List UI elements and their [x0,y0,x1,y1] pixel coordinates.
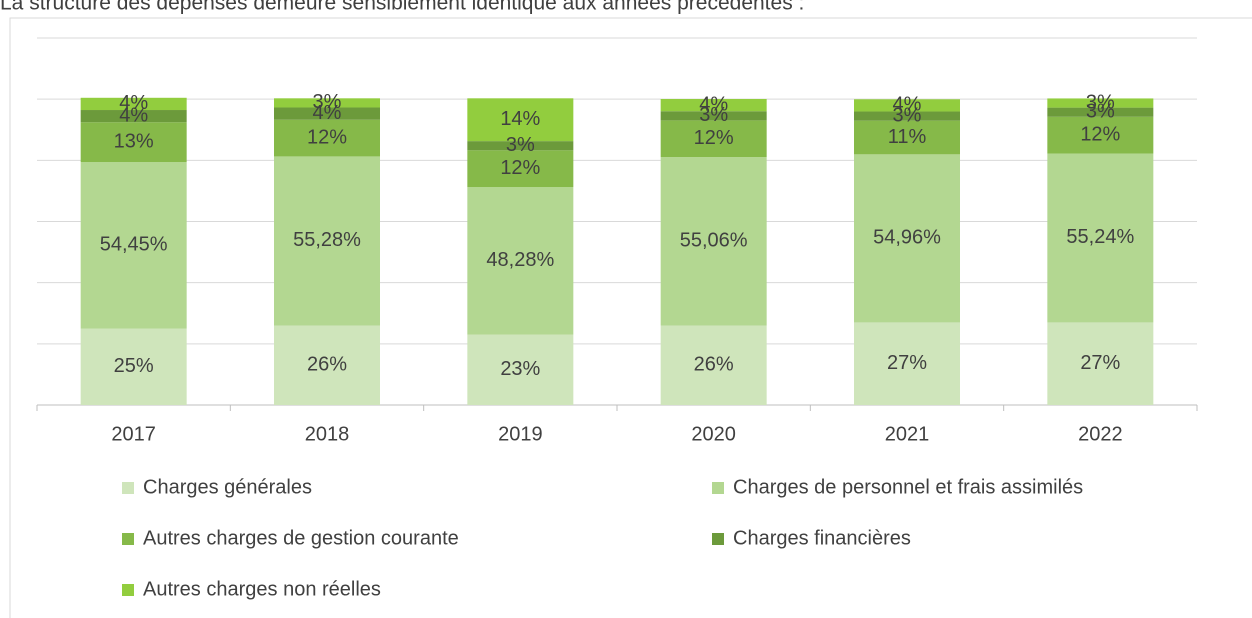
x-tick-label: 2021 [885,423,930,445]
bar-segment [80,110,187,123]
bar-segment [854,154,960,323]
bar-segment [467,98,574,142]
bar-segment [1047,107,1154,117]
bar-segment [274,98,380,108]
data-label: 54,96% [873,227,941,249]
legend-swatch [122,533,134,545]
x-tick-label: 2020 [691,423,736,445]
bar-segment [660,325,767,405]
bar-segment [80,97,187,111]
data-label: 27% [1080,352,1120,374]
chart-title: La structure des dépenses demeure sensib… [0,0,804,15]
data-label: 55,06% [680,230,748,252]
data-label: 3% [506,134,535,156]
bar-segment [1047,116,1154,154]
data-label: 12% [1080,123,1120,145]
bar-segment [660,98,767,112]
data-label: 12% [307,126,347,148]
data-label: 55,28% [293,229,361,251]
data-label: 13% [114,130,154,152]
legend-label: Autres charges de gestion courante [143,527,459,549]
data-label: 48,28% [486,249,554,271]
bar-segment [274,107,380,120]
legend-swatch [122,584,134,596]
data-label: 3% [313,91,342,113]
data-label: 4% [313,102,342,124]
bar-segment [467,150,574,188]
data-label: 12% [694,127,734,149]
bar-segment [660,120,767,158]
bar-segment [854,99,960,112]
data-label: 23% [500,358,540,380]
data-label: 3% [699,104,728,126]
bar-segment [467,187,574,335]
data-label: 27% [887,352,927,374]
bar-segment [274,156,380,326]
data-label: 54,45% [100,234,168,256]
bar-segment [467,141,574,151]
bar-segment [80,162,187,329]
x-tick-label: 2017 [111,423,156,445]
data-label: 26% [694,354,734,376]
x-tick-label: 2022 [1078,423,1123,445]
x-tick-label: 2018 [305,423,350,445]
legend-swatch [122,482,134,494]
data-label: 14% [500,108,540,130]
legend-swatch [712,533,724,545]
bar-segment [1047,98,1154,108]
bar-segment [854,111,960,121]
bar-segment [1047,322,1154,405]
data-label: 55,24% [1066,226,1134,248]
bar-segment [80,328,187,405]
data-label: 3% [1086,100,1115,122]
data-label: 4% [699,93,728,115]
data-label: 26% [307,354,347,376]
bar-segment [660,111,767,121]
bar-segment [1047,153,1154,323]
data-label: 4% [119,92,148,114]
bar-segment [854,120,960,155]
data-label: 12% [500,157,540,179]
chart-frame [9,17,1252,618]
bar-segment [854,322,960,405]
bar-segment [274,119,380,157]
data-label: 4% [119,104,148,126]
data-label: 25% [114,355,154,377]
bar-segment [660,157,767,326]
legend-label: Charges financières [733,527,911,549]
legend-label: Charges de personnel et frais assimilés [733,476,1083,498]
bar-segment [80,122,187,163]
data-label: 11% [888,126,927,148]
x-tick-label: 2019 [498,423,543,445]
bar-segment [274,325,380,405]
data-label: 4% [893,94,922,116]
legend-label: Charges générales [143,476,312,498]
data-label: 3% [1086,91,1115,113]
bar-segment [467,334,574,405]
legend-label: Autres charges non réelles [143,578,381,600]
legend-swatch [712,482,724,494]
data-label: 3% [893,104,922,126]
